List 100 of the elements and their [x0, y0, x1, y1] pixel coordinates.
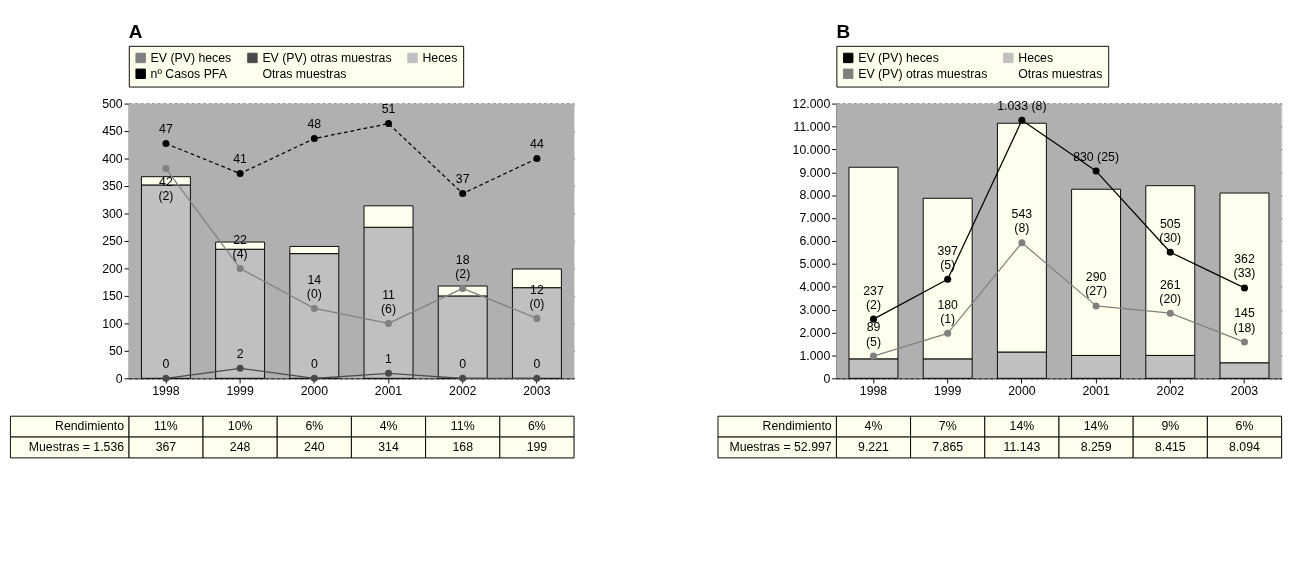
text: 314	[378, 440, 399, 455]
point	[944, 275, 952, 283]
y-tick-label: 50	[108, 344, 123, 359]
point	[944, 329, 952, 337]
data-label: 1	[385, 351, 393, 366]
y-tick-label: 2.000	[799, 325, 831, 340]
legend-label: Heces	[1018, 50, 1054, 65]
text: 9%	[1161, 419, 1180, 434]
y-tick-label: 350	[102, 179, 123, 194]
data-label: 0	[459, 356, 467, 371]
data-label: 42 (2)	[158, 174, 174, 203]
x-tick-label: 1999	[226, 383, 254, 398]
y-tick-label: 100	[102, 316, 123, 331]
text: 248	[229, 440, 251, 455]
legend-label: EV (PV) otras muestras	[858, 66, 988, 81]
text: Rendimiento	[55, 419, 125, 434]
point	[1092, 167, 1100, 175]
x-tick-label: 2000	[300, 383, 329, 398]
legend-label: EV (PV) heces	[150, 50, 232, 65]
data-label: 2	[236, 346, 244, 361]
point	[1166, 309, 1174, 317]
chart-title: A	[128, 20, 143, 42]
text: 168	[452, 440, 474, 455]
text: 10%	[227, 419, 253, 434]
y-tick-label: 6.000	[799, 234, 831, 249]
data-label: 261 (20)	[1159, 277, 1182, 306]
point	[533, 155, 541, 163]
x-tick-label: 2002	[449, 383, 477, 398]
point	[1240, 338, 1248, 346]
text: 14%	[1083, 419, 1109, 434]
data-label: 543 (8)	[1011, 207, 1033, 236]
text: 7.865	[932, 440, 964, 455]
point	[1018, 239, 1026, 247]
y-tick-label: 1.000	[799, 348, 831, 363]
x-tick-label: 2002	[1156, 383, 1185, 398]
y-tick-label: 5.000	[799, 257, 831, 272]
text: 7%	[938, 419, 957, 434]
point	[310, 374, 318, 382]
text: 14%	[1009, 419, 1035, 434]
y-tick-label: 8.000	[799, 188, 831, 203]
data-label: 41	[233, 152, 248, 167]
text: 8.094	[1229, 440, 1261, 455]
data-label: 0	[162, 356, 170, 371]
x-tick-label: 1999	[934, 383, 962, 398]
y-tick-label: 250	[102, 234, 123, 249]
point	[162, 140, 170, 148]
point	[385, 319, 393, 327]
point	[533, 374, 541, 382]
text: 11%	[450, 419, 475, 434]
point	[459, 284, 467, 292]
point	[1018, 116, 1026, 124]
point	[310, 135, 318, 143]
text: Otras muestras	[262, 66, 347, 81]
y-tick-label: 9.000	[799, 165, 831, 180]
text: 11%	[154, 419, 178, 434]
y-tick-label: 11.000	[793, 119, 831, 134]
text: 199	[526, 440, 548, 455]
y-tick-label: 10.000	[792, 142, 831, 157]
text: Rendimiento	[762, 419, 832, 434]
point	[236, 170, 244, 178]
text: 4%	[864, 419, 883, 434]
x-tick-label: 2000	[1008, 383, 1036, 398]
data-label: 397 (5)	[937, 243, 959, 272]
text: 6%	[528, 419, 546, 434]
x-tick-label: 2001	[1082, 383, 1110, 398]
point	[1092, 302, 1100, 310]
text: 6%	[1235, 419, 1254, 434]
y-tick-label: 400	[102, 151, 123, 166]
y-tick-label: 450	[102, 124, 123, 139]
chart-title: B	[836, 20, 851, 42]
data-label: 1.033 (8)	[997, 98, 1047, 113]
point	[385, 369, 393, 377]
x-tick-label: 2003	[523, 383, 551, 398]
data-label: 48	[307, 117, 322, 132]
data-label: 51	[381, 102, 396, 117]
point	[385, 120, 393, 128]
legend-label: EV (PV) heces	[858, 50, 939, 65]
y-tick-label: 7.000	[799, 211, 831, 226]
y-tick-label: 4.000	[799, 280, 831, 295]
point	[236, 364, 244, 372]
data-label: 830 (25)	[1073, 149, 1119, 164]
data-label: 237 (2)	[863, 283, 884, 312]
x-tick-label: 2001	[374, 383, 403, 398]
text: 9.221	[858, 440, 890, 455]
text: Muestras = 1.536	[28, 440, 125, 455]
text: 8.415	[1154, 440, 1186, 455]
text: 8.259	[1080, 440, 1112, 455]
data-label: 37	[455, 172, 470, 187]
text: 240	[304, 440, 325, 455]
data-label: 14 (0)	[306, 272, 322, 301]
text: 6%	[305, 419, 324, 434]
legend-label: Heces	[422, 50, 458, 65]
data-label: 11 (6)	[381, 287, 397, 316]
y-tick-label: 12.000	[792, 96, 831, 111]
data-label: 145 (18)	[1233, 306, 1256, 335]
point	[1166, 248, 1174, 256]
legend-label: EV (PV) otras muestras	[262, 50, 392, 65]
x-tick-label: 2003	[1230, 383, 1259, 398]
data-label: 44	[530, 137, 544, 152]
point	[1240, 284, 1248, 292]
